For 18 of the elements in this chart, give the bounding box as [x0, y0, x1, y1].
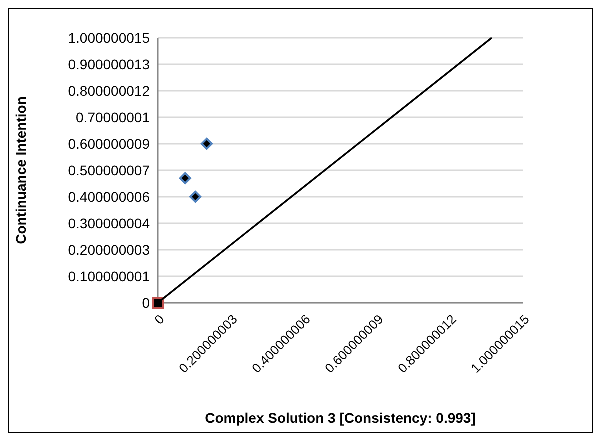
y-tick-label: 0.800000012 — [68, 82, 150, 99]
x-tick-label: 0 — [152, 312, 168, 328]
point — [200, 138, 213, 150]
y-tick-label: 0.400000006 — [68, 188, 150, 205]
y-tick-label: 0.500000007 — [68, 162, 150, 178]
y-tick-label: 0.70000001 — [76, 109, 150, 126]
y-tick-label: 0.300000004 — [68, 215, 150, 232]
y-tick-label: 0.600000009 — [68, 136, 150, 152]
x-axis-title: Complex Solution 3 [Consistency: 0.993] — [205, 410, 476, 426]
y-tick-label: 0.900000013 — [68, 56, 150, 72]
y-tick-label: 0.100000001 — [68, 268, 150, 284]
y-axis-title: Continuance Intention — [13, 96, 29, 244]
point — [152, 297, 164, 309]
y-tick-label: 1.000000015 — [68, 30, 150, 46]
point — [190, 191, 202, 203]
y-tick-label: 0.200000003 — [68, 242, 150, 258]
point — [179, 172, 192, 184]
y-tick-label: 0 — [142, 294, 150, 311]
